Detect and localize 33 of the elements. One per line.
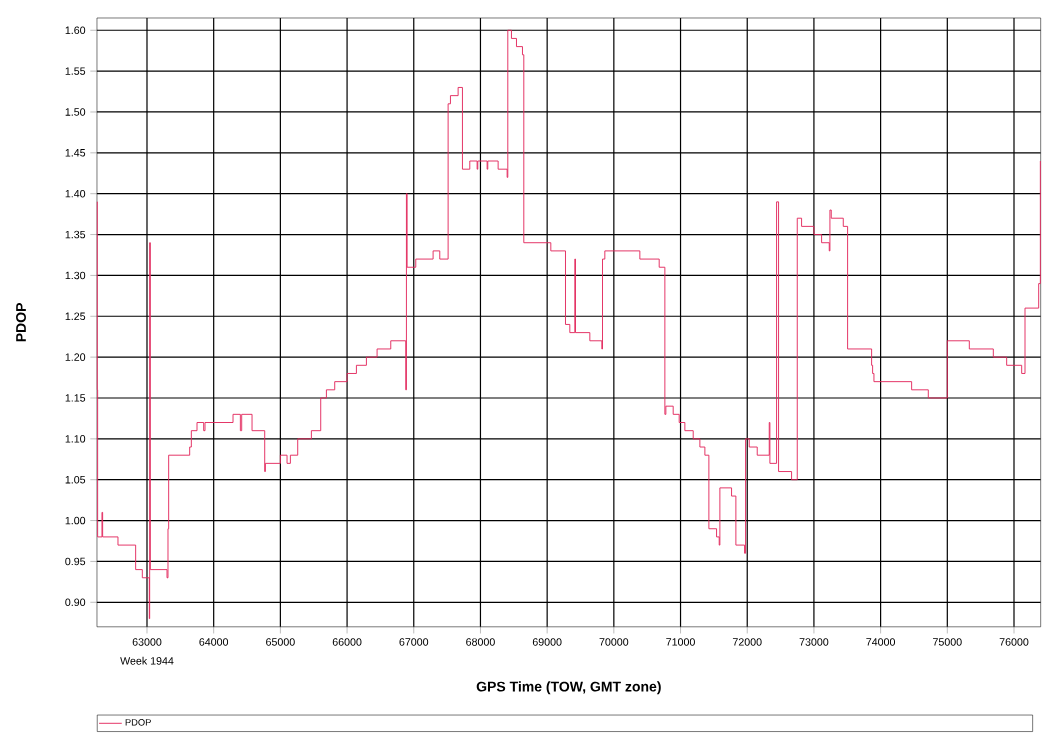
y-tick-label: 0.90 xyxy=(65,598,86,607)
x-tick-label: 68000 xyxy=(466,638,495,646)
x-tick-label: 72000 xyxy=(732,638,762,646)
x-tick-label: 63000 xyxy=(132,638,162,646)
y-tick-label: 1.35 xyxy=(65,230,86,239)
x-tick-label: 75000 xyxy=(933,638,962,646)
y-tick-label: 1.50 xyxy=(65,108,86,116)
x-tick-label: 69000 xyxy=(532,638,562,646)
x-tick-label: 66000 xyxy=(332,638,362,646)
y-tick-label: 1.55 xyxy=(65,67,86,75)
x-tick-label: 65000 xyxy=(266,638,295,646)
y-tick-label: 1.05 xyxy=(65,476,86,484)
y-tick-label: 1.30 xyxy=(65,271,86,280)
y-tick-label: 1.25 xyxy=(65,312,86,321)
legend-label: PDOP xyxy=(125,719,151,726)
x-tick-label: 76000 xyxy=(999,638,1029,646)
y-axis-title: PDOP xyxy=(16,303,26,342)
text: Week 1944 xyxy=(120,656,174,665)
y-tick-label: 1.00 xyxy=(65,516,86,525)
x-tick-label: 70000 xyxy=(599,638,629,646)
x-tick-label: 73000 xyxy=(799,638,829,646)
x-tick-label: 74000 xyxy=(866,638,896,646)
x-tick-label: 71000 xyxy=(666,638,695,646)
y-tick-label: 1.60 xyxy=(65,26,86,35)
y-tick-label: 1.15 xyxy=(65,394,86,402)
y-tick-label: 1.10 xyxy=(65,435,86,443)
y-tick-label: 1.20 xyxy=(65,353,86,362)
x-axis-title: GPS Time (TOW, GMT zone) xyxy=(476,681,661,695)
x-tick-label: 67000 xyxy=(399,638,429,646)
y-tick-label: 0.95 xyxy=(65,557,86,566)
y-tick-label: 1.45 xyxy=(65,149,86,157)
x-tick-label: 64000 xyxy=(199,638,229,646)
y-tick-label: 1.40 xyxy=(65,190,86,198)
